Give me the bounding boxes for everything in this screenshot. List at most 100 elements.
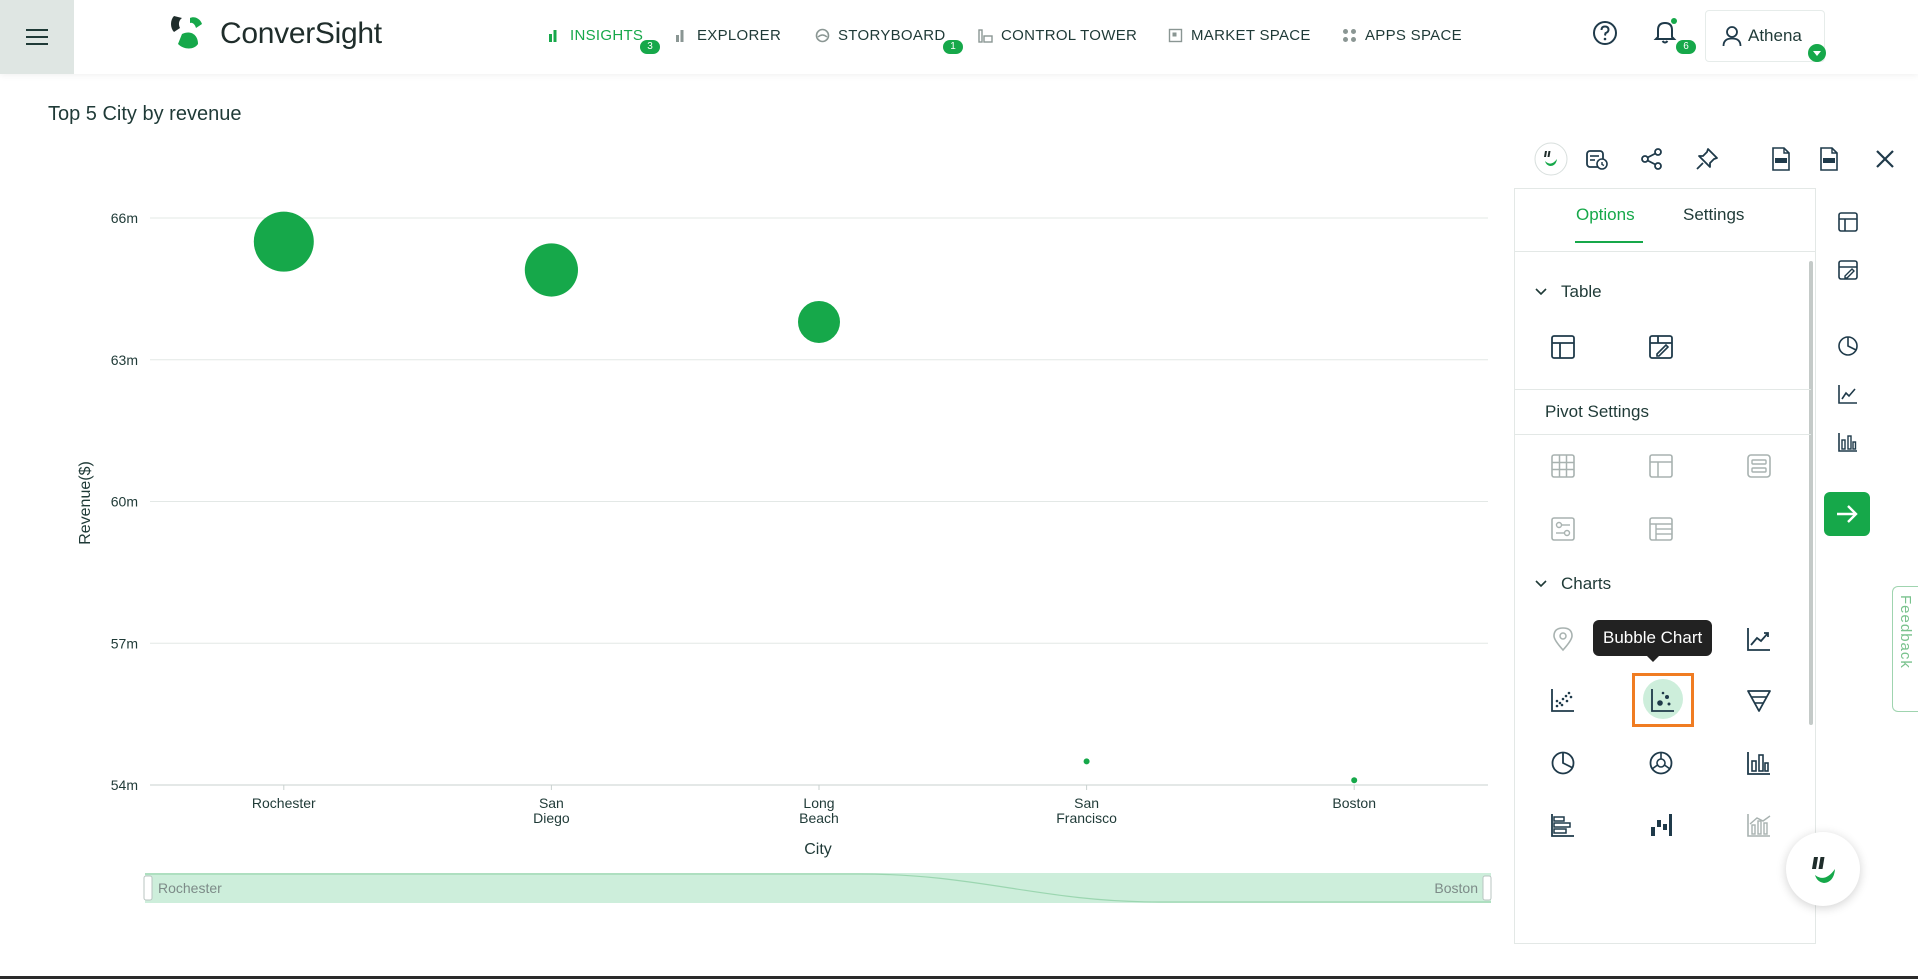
pie-chart-icon bbox=[1838, 336, 1858, 356]
user-name: Athena bbox=[1748, 26, 1802, 45]
tabs-divider bbox=[1515, 251, 1815, 252]
y-tick-label: 57m bbox=[111, 635, 138, 651]
table-edit-icon bbox=[1649, 335, 1673, 359]
pie-chart-option[interactable] bbox=[1543, 743, 1583, 783]
column-chart-icon bbox=[1838, 433, 1857, 452]
bubble-san-francisco[interactable] bbox=[1083, 758, 1090, 765]
panel-scrollbar[interactable] bbox=[1809, 261, 1813, 725]
nav-insights[interactable]: INSIGHTS bbox=[548, 24, 643, 46]
line-chart-option[interactable] bbox=[1739, 619, 1779, 659]
charts-section-header[interactable]: Charts bbox=[1535, 574, 1611, 594]
apply-arrow-button[interactable] bbox=[1824, 492, 1870, 536]
close-button[interactable] bbox=[1868, 142, 1902, 176]
nav-apps-space[interactable]: APPS SPACE bbox=[1342, 24, 1462, 46]
notifications-button[interactable] bbox=[1652, 18, 1678, 51]
table-edit-option[interactable] bbox=[1641, 327, 1681, 367]
zoom-handle-right[interactable] bbox=[1482, 875, 1492, 901]
zoom-handle-left[interactable] bbox=[143, 875, 153, 901]
line-chart-icon bbox=[1747, 628, 1770, 651]
map-chart-option[interactable] bbox=[1543, 619, 1583, 659]
control-tower-icon bbox=[978, 28, 993, 43]
pivot-grid-option[interactable] bbox=[1543, 446, 1583, 486]
conversight-logo-icon bbox=[171, 16, 202, 49]
pivot-list-option[interactable] bbox=[1641, 509, 1681, 549]
assistant-chat-button[interactable] bbox=[1786, 832, 1860, 906]
assistant-toggle-button[interactable] bbox=[1534, 142, 1568, 176]
help-button[interactable] bbox=[1592, 20, 1618, 51]
bubble-chart-option[interactable] bbox=[1632, 673, 1694, 727]
xlsx-icon bbox=[1820, 147, 1838, 171]
rail-pie-chart-button[interactable] bbox=[1830, 328, 1866, 364]
pivot-list-icon bbox=[1649, 517, 1673, 541]
active-tab-indicator bbox=[1575, 241, 1643, 243]
user-icon bbox=[1722, 26, 1742, 47]
help-icon bbox=[1593, 21, 1617, 45]
feedback-label: Feedback bbox=[1897, 595, 1914, 669]
rail-table-button[interactable] bbox=[1830, 204, 1866, 240]
tab-settings[interactable]: Settings bbox=[1683, 205, 1745, 224]
table-icon bbox=[1551, 335, 1575, 359]
pivot-settings-label: Pivot Settings bbox=[1545, 402, 1649, 421]
hamburger-icon bbox=[26, 29, 48, 45]
nav-control-tower[interactable]: CONTROL TOWER bbox=[978, 24, 1137, 46]
nav-explorer[interactable]: EXPLORER bbox=[675, 24, 781, 46]
x-tick-label: Boston bbox=[1332, 795, 1376, 811]
pivot-config-option[interactable] bbox=[1543, 509, 1583, 549]
hamburger-menu-button[interactable] bbox=[0, 0, 74, 74]
close-icon bbox=[1876, 150, 1894, 168]
nav-storyboard[interactable]: STORYBOARD bbox=[815, 24, 945, 46]
table-icon bbox=[1838, 212, 1858, 232]
combo-chart-icon bbox=[1747, 814, 1771, 837]
user-dropdown-icon[interactable] bbox=[1808, 44, 1826, 62]
download-xlsx-button[interactable] bbox=[1812, 142, 1846, 176]
download-pdf-button[interactable] bbox=[1764, 142, 1798, 176]
bubble-san-diego[interactable] bbox=[524, 243, 579, 297]
rail-column-chart-button[interactable] bbox=[1830, 424, 1866, 460]
rail-line-chart-button[interactable] bbox=[1830, 376, 1866, 412]
share-icon bbox=[1641, 148, 1662, 170]
x-tick-label: Francisco bbox=[1056, 810, 1117, 826]
bottom-edge bbox=[0, 976, 1918, 979]
user-menu[interactable]: Athena bbox=[1705, 10, 1825, 62]
pivot-layout-option[interactable] bbox=[1641, 446, 1681, 486]
zoom-slider[interactable]: Rochester Boston bbox=[143, 873, 1492, 903]
chevron-down-icon bbox=[1535, 288, 1547, 296]
bubble-long-beach[interactable] bbox=[798, 300, 840, 343]
nav-market-space[interactable]: MARKET SPACE bbox=[1168, 24, 1311, 46]
assistant-logo-icon bbox=[1812, 857, 1835, 883]
bubble-rochester[interactable] bbox=[253, 211, 314, 272]
pivot-rows-option[interactable] bbox=[1739, 446, 1779, 486]
scatter-chart-option[interactable] bbox=[1543, 680, 1583, 720]
pivot-rows-icon bbox=[1747, 454, 1771, 478]
pivot-divider-top bbox=[1515, 389, 1811, 390]
funnel-chart-option[interactable] bbox=[1739, 680, 1779, 720]
assistant-logo-icon bbox=[1534, 142, 1568, 176]
table-option[interactable] bbox=[1543, 327, 1583, 367]
donut-chart-option[interactable] bbox=[1641, 743, 1681, 783]
table-section-header[interactable]: Table bbox=[1535, 282, 1602, 302]
x-tick-label: Long bbox=[803, 795, 834, 811]
bubble-boston[interactable] bbox=[1351, 777, 1358, 784]
pin-button[interactable] bbox=[1690, 142, 1724, 176]
pivot-config-icon bbox=[1551, 517, 1575, 541]
share-button[interactable] bbox=[1635, 142, 1669, 176]
x-axis-label: City bbox=[804, 841, 832, 858]
table-section-label: Table bbox=[1561, 282, 1602, 301]
rail-table-edit-button[interactable] bbox=[1830, 252, 1866, 288]
column-chart-option[interactable] bbox=[1739, 743, 1779, 783]
horizontal-bar-chart-option[interactable] bbox=[1543, 805, 1583, 845]
x-tick-label: San bbox=[1074, 795, 1099, 811]
pivot-layout-icon bbox=[1649, 454, 1673, 478]
waterfall-chart-icon bbox=[1651, 814, 1672, 836]
pdf-icon bbox=[1772, 147, 1790, 171]
x-tick-label: Diego bbox=[533, 810, 570, 826]
tab-options[interactable]: Options bbox=[1576, 205, 1635, 224]
schedule-button[interactable] bbox=[1580, 142, 1614, 176]
brand-logo[interactable]: ConverSight bbox=[168, 14, 382, 54]
waterfall-chart-option[interactable] bbox=[1641, 805, 1681, 845]
feedback-tab[interactable]: Feedback bbox=[1892, 586, 1918, 712]
pin-icon bbox=[1696, 148, 1718, 170]
combo-chart-option[interactable] bbox=[1739, 805, 1779, 845]
bubble-chart-icon bbox=[1651, 689, 1674, 712]
